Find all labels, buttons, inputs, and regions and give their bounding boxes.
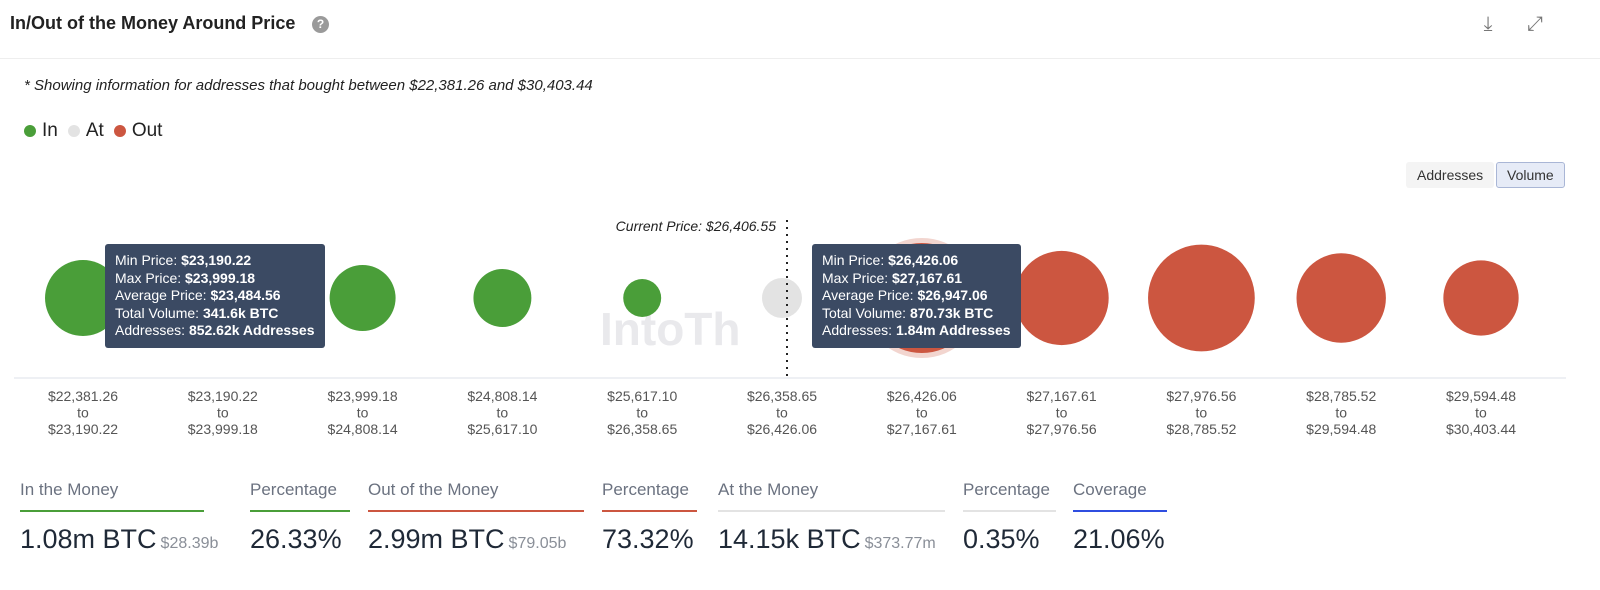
- stat-percentage: Percentage 26.33%: [250, 480, 350, 555]
- stat-label: At the Money: [718, 480, 819, 499]
- tooltip-bin-7: Min Price: $26,426.06 Max Price: $27,167…: [812, 244, 1021, 348]
- x-tick-label: $28,785.52: [1306, 388, 1376, 404]
- x-tick-label: $26,358.65: [747, 388, 817, 404]
- x-tick-label: $30,403.44: [1446, 421, 1516, 437]
- legend-label: In: [42, 120, 58, 141]
- stat-percentage: Percentage 0.35%: [963, 480, 1056, 555]
- x-tick-label: $25,617.10: [607, 388, 677, 404]
- stat-value: 26.33%: [250, 524, 342, 554]
- bubble-at: [761, 277, 803, 319]
- x-tick-label: $27,167.61: [887, 421, 957, 437]
- legend-at[interactable]: At: [67, 120, 104, 142]
- stat-label: Coverage: [1073, 480, 1147, 499]
- x-tick-label: $29,594.48: [1446, 388, 1516, 404]
- legend-dot: [24, 125, 36, 137]
- stat-percentage: Percentage 73.32%: [602, 480, 697, 555]
- x-tick-label: to: [1475, 405, 1487, 421]
- current-price-label: Current Price: $26,406.55: [616, 218, 777, 234]
- x-tick-label: to: [497, 405, 509, 421]
- x-tick-label: $27,976.56: [1166, 388, 1236, 404]
- legend-dot: [113, 125, 126, 137]
- legend-dot: [67, 125, 80, 137]
- header-divider: [0, 58, 1600, 59]
- bubble-in: [329, 265, 396, 331]
- legend: In At Out: [24, 120, 162, 142]
- x-tick-label: to: [916, 405, 928, 421]
- x-tick-label: $26,426.06: [747, 421, 817, 437]
- stat-bar: [20, 510, 204, 512]
- stat-at-the-money: At the Money 14.15k BTC $373.77m: [718, 480, 945, 555]
- legend-label: Out: [131, 120, 163, 141]
- x-tick-label: to: [217, 405, 229, 421]
- expand-icon[interactable]: ⤢: [1527, 13, 1543, 35]
- x-tick-label: $27,976.56: [1027, 421, 1097, 437]
- x-tick-label: $23,190.22: [48, 421, 118, 437]
- range-note: * Showing information for addresses that…: [24, 77, 593, 94]
- x-tick-label: to: [1056, 405, 1068, 421]
- stat-value: 21.06%: [1073, 524, 1165, 554]
- stat-bar: [368, 510, 584, 512]
- bubble-out: [1443, 260, 1519, 336]
- addresses-toggle[interactable]: Addresses: [1406, 162, 1495, 188]
- bubble-out: [1148, 244, 1255, 352]
- stat-coverage: Coverage 21.06%: [1073, 480, 1167, 555]
- stat-bar: [718, 510, 945, 512]
- download-icon[interactable]: ⤓: [1483, 13, 1493, 35]
- stat-bar: [963, 510, 1056, 512]
- stat-bar: [1073, 510, 1167, 512]
- x-tick-label: to: [636, 405, 648, 421]
- stat-value: 1.08m BTC $28.39b: [20, 524, 219, 554]
- x-tick-label: $26,358.65: [607, 421, 677, 437]
- stat-label: In the Money: [20, 480, 119, 499]
- bubble-in: [473, 269, 532, 327]
- x-tick-label: to: [77, 405, 89, 421]
- tooltip-bin-2: Min Price: $23,190.22 Max Price: $23,999…: [105, 244, 325, 348]
- x-tick-label: $28,785.52: [1166, 421, 1236, 437]
- x-tick-label: $22,381.26: [48, 388, 118, 404]
- stat-bar: [250, 510, 350, 512]
- bubble-in: [623, 279, 662, 317]
- x-tick-label: $23,999.18: [328, 388, 398, 404]
- x-tick-label: $27,167.61: [1027, 388, 1097, 404]
- legend-out[interactable]: Out: [113, 120, 163, 142]
- stat-value: 0.35%: [963, 524, 1040, 554]
- stat-subvalue: $373.77m: [864, 535, 936, 552]
- stat-bar: [602, 510, 697, 512]
- bubble-out: [1014, 250, 1109, 346]
- x-tick-label: $24,808.14: [467, 388, 537, 404]
- bubble-out: [1296, 253, 1386, 343]
- x-tick-label: $29,594.48: [1306, 421, 1376, 437]
- volume-toggle[interactable]: Volume: [1496, 162, 1565, 188]
- x-tick-label: $23,999.18: [188, 421, 258, 437]
- x-tick-label: to: [776, 405, 788, 421]
- stat-label: Percentage: [250, 480, 337, 499]
- question-circle-icon[interactable]: ?: [312, 16, 329, 33]
- stat-label: Out of the Money: [368, 480, 499, 499]
- x-tick-label: $25,617.10: [467, 421, 537, 437]
- stat-value: 14.15k BTC $373.77m: [718, 524, 936, 554]
- x-tick-label: $24,808.14: [328, 421, 398, 437]
- x-tick-label: to: [1196, 405, 1208, 421]
- stat-label: Percentage: [602, 480, 689, 499]
- x-tick-label: $23,190.22: [188, 388, 258, 404]
- stat-out-of-the-money: Out of the Money 2.99m BTC $79.05b: [368, 480, 584, 555]
- x-tick-label: $26,426.06: [887, 388, 957, 404]
- x-tick-label: to: [1335, 405, 1347, 421]
- page-title: In/Out of the Money Around Price: [10, 13, 296, 33]
- stat-value: 73.32%: [602, 524, 694, 554]
- watermark: IntoTh: [600, 303, 741, 355]
- stat-subvalue: $79.05b: [508, 535, 567, 552]
- bubble-in: [45, 260, 121, 336]
- stat-value: 2.99m BTC $79.05b: [368, 524, 567, 554]
- stat-in-the-money: In the Money 1.08m BTC $28.39b: [20, 480, 219, 555]
- legend-in[interactable]: In: [24, 120, 58, 142]
- x-tick-label: to: [357, 405, 369, 421]
- stat-subvalue: $28.39b: [160, 535, 219, 552]
- legend-label: At: [85, 120, 104, 141]
- stat-label: Percentage: [963, 480, 1050, 499]
